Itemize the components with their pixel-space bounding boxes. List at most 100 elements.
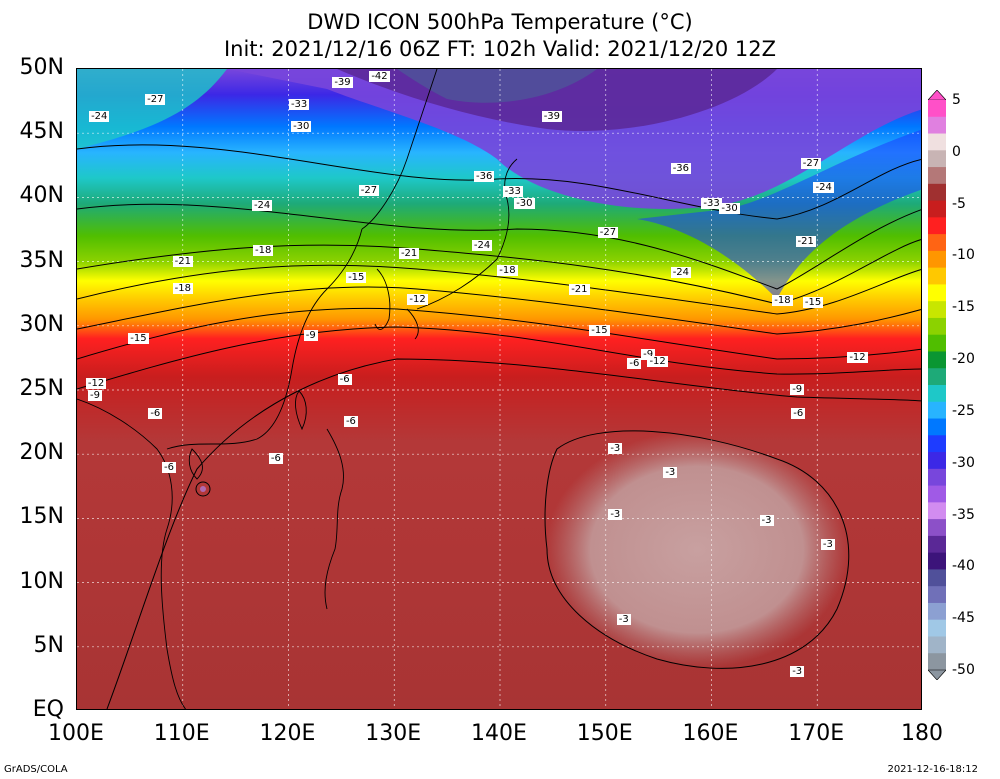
colorbar-swatch (928, 468, 946, 487)
tropical-cyclone-marker (195, 481, 211, 497)
colorbar-label: -20 (952, 351, 975, 368)
contour-label: -21 (398, 247, 420, 259)
contour-label: -39 (541, 110, 563, 122)
contour-label: -9 (303, 330, 318, 342)
colorbar-label: -10 (952, 247, 975, 264)
cold-air-region (227, 69, 921, 209)
longitude-label: 170E (788, 721, 845, 746)
map-gridlines (77, 69, 921, 709)
coastline (374, 268, 391, 330)
colorbar-swatch (928, 351, 946, 369)
map-title-line-2: Init: 2021/12/16 06Z FT: 102h Valid: 202… (223, 37, 777, 61)
coastline (166, 228, 363, 450)
contour-label: -27 (145, 93, 166, 105)
colorbar-swatch (928, 401, 946, 420)
colorbar-label: -30 (952, 454, 975, 471)
colorbar-swatch (928, 485, 946, 503)
colorbar-swatch (928, 284, 946, 302)
isotherm-line (106, 358, 921, 709)
contour-label: -24 (813, 182, 834, 194)
colorbar (928, 90, 946, 680)
colorbar-swatch (928, 183, 946, 202)
latitude-label: 10N (19, 568, 64, 594)
coastlines (77, 69, 518, 709)
latitude-label: 30N (19, 311, 64, 337)
contour-label: -6 (343, 416, 358, 428)
colorbar-min-arrow (928, 669, 946, 680)
colorbar-swatch (928, 100, 946, 118)
contour-label: -15 (802, 296, 824, 308)
colorbar-swatch (928, 502, 946, 520)
temperature-map: -42 -39 -27 -33 -24 -39 -30 -27 -36 -36 -24 -27 -33-… (76, 68, 922, 710)
contour-label: -27 (597, 227, 619, 239)
contour-label: -33 (288, 98, 310, 110)
colorbar-swatch (928, 452, 946, 470)
colorbar-swatch (928, 552, 946, 570)
contour-label: -6 (627, 358, 642, 370)
footer-software-label: GrADS/COLA (4, 764, 68, 775)
coastline (77, 398, 187, 709)
contour-label: -30 (719, 202, 740, 214)
coastline (188, 448, 203, 480)
contour-label: -6 (791, 408, 806, 420)
latitude-label: 45N (19, 119, 64, 145)
longitude-label: 110E (153, 721, 210, 746)
contour-label: -6 (148, 408, 163, 420)
longitude-label: 150E (576, 721, 633, 746)
contour-label: -9 (88, 390, 103, 402)
colorbar-swatch (928, 334, 946, 352)
contour-label: -12 (647, 355, 668, 367)
contour-label: -33 (502, 186, 523, 198)
contour-label: -27 (358, 184, 380, 196)
colorbar-swatch (928, 569, 946, 587)
colorbar-label: -35 (952, 506, 975, 523)
contour-label: -18 (172, 282, 193, 294)
contour-label: -33 (701, 197, 722, 209)
contour-label: -21 (172, 255, 193, 267)
contour-label: -9 (641, 349, 656, 361)
contour-label: -12 (85, 377, 107, 389)
contour-label: -36 (670, 163, 692, 175)
colorbar-swatch (928, 653, 946, 671)
contour-label: -6 (337, 373, 352, 385)
colorbar-label: -25 (952, 402, 975, 419)
colorbar-label: -5 (952, 195, 966, 212)
coastline (361, 69, 438, 230)
latitude-label: 20N (19, 440, 64, 466)
warm-pool-region (545, 430, 849, 669)
northwest-mild-region (77, 69, 227, 149)
colorbar-swatch (928, 217, 946, 235)
contour-label: -42 (369, 70, 390, 82)
isotherm-line (77, 144, 921, 220)
isotherm-contours (77, 144, 921, 709)
temperature-field-svg (77, 69, 921, 709)
colorbar-max-arrow (928, 90, 946, 101)
colorbar-swatch (928, 385, 946, 403)
contour-label: -24 (471, 240, 493, 252)
coastline (324, 428, 344, 610)
contour-label: -3 (759, 514, 774, 526)
colorbar-label: -40 (952, 558, 975, 575)
colorbar-swatch (928, 435, 946, 453)
contour-label: -15 (346, 272, 367, 284)
contour-label: -30 (514, 197, 535, 209)
colorbar-swatch (928, 317, 946, 336)
contour-label: -3 (790, 666, 805, 678)
contour-label: -18 (253, 245, 274, 257)
isotherm-line (77, 264, 921, 315)
isotherm-line (77, 239, 921, 305)
trough-region (637, 129, 921, 299)
coastline (416, 158, 518, 310)
contour-label: -21 (569, 283, 590, 295)
contour-label: -9 (790, 384, 805, 395)
colorbar-swatch (928, 133, 946, 151)
contour-label: -15 (589, 324, 610, 336)
longitude-label: 140E (471, 721, 527, 746)
contour-label: -6 (268, 453, 283, 465)
colorbar-swatch (928, 167, 946, 185)
latitude-label: 50N (19, 55, 64, 80)
longitude-label: 130E (365, 721, 422, 746)
contour-label: -39 (332, 77, 353, 89)
latitude-label: 5N (33, 632, 64, 658)
colorbar-label: 5 (952, 92, 961, 108)
